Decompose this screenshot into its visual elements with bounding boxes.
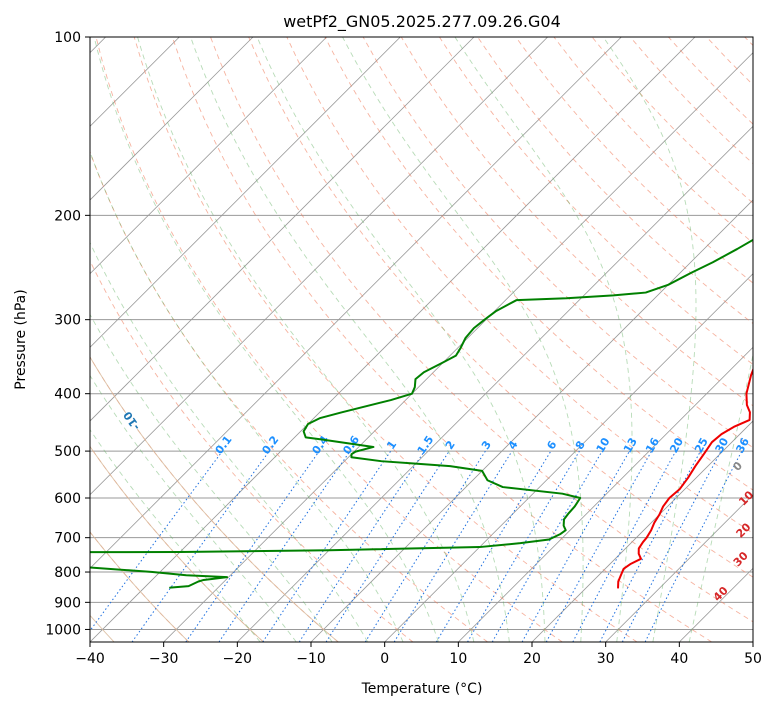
dewpoint-profile-line [90,238,753,589]
isotherm-line [90,37,401,348]
x-tick-label: 40 [670,651,688,667]
isotherm-line [458,346,753,642]
dry-adiabat-line [248,37,753,578]
x-tick-label: 20 [523,651,541,667]
mixing-ratio-line [393,450,513,642]
profiles [90,238,753,589]
dry-label-bg [120,409,143,433]
y-tick-label: 900 [54,595,81,611]
mixing-ratio-label: 36 [733,435,752,455]
isotherm-line [90,37,548,496]
y-tick-label: 300 [54,313,81,329]
moist-adiabat-line [90,241,369,642]
mixing-ratio-line [298,450,425,642]
moist-adiabat-line [137,37,475,642]
dry-adiabat-line [133,37,638,642]
plot-frame [89,36,754,643]
mixing-ratio-line [131,450,270,642]
isotherm-line [531,420,753,642]
y-tick-label: 700 [54,531,81,547]
y-tick-label: 600 [54,491,81,507]
curved-adiabat-line [90,531,190,642]
mixing-ratio-line [325,450,450,642]
isotherm-line [605,494,753,642]
dry-adiabat-line [95,37,563,642]
y-tick-label: 200 [54,208,81,224]
mixing-ratio-line [218,450,351,642]
dry-adiabat-line [210,37,753,623]
chart-title: wetPf2_GN05.2025.277.09.26.G04 [283,12,561,32]
mixing-ratio-line [521,450,630,642]
isotherm-line [90,37,475,422]
background-lines [90,37,753,642]
isotherm-line [163,52,753,642]
moist-adiabat-line [256,37,546,642]
curved-adiabat-line [90,356,339,642]
x-tick-label: 50 [744,651,762,667]
dry-adiabat-line [400,37,753,407]
moist-adiabat-line [90,428,261,642]
dry-adiabat-line [90,259,414,642]
dry-adiabat-line [286,37,753,534]
moist-adiabat-line [342,37,584,642]
isotherm-line [237,125,753,642]
y-axis-label: Pressure (hPa) [13,289,29,389]
axis-ticks: −40 −30 −20 −10 0 10 20 30 40 50 100 200 300 400 500 60… [45,30,762,667]
x-tick-label: −40 [75,651,105,667]
dry-adiabat-line [515,37,753,284]
moist-adiabat-line [602,37,697,642]
x-tick-label: 0 [380,651,389,667]
y-tick-label: 800 [54,565,81,581]
y-tick-label: 100 [54,30,81,46]
mixing-ratio-line [262,450,392,642]
temperature-profile-line [617,367,753,589]
dry-adiabat-line [439,37,753,365]
isotherm-line [90,37,254,201]
x-tick-label: −10 [296,651,326,667]
x-tick-label: −20 [223,651,253,667]
x-tick-label: −30 [149,651,179,667]
dry-adiabat-line [171,37,712,642]
curved-adiabat-line [90,445,264,642]
x-tick-label: 10 [449,651,467,667]
y-tick-label: 400 [54,387,81,403]
mixing-ratio-line [185,450,320,642]
isotherm-line [90,37,696,642]
isotherm-line [90,37,622,569]
moist-adiabat-line [90,374,297,642]
y-tick-label: 1000 [45,622,81,638]
isotherm-line [384,273,753,642]
mixing-ratio-line [90,450,223,632]
x-axis-label: Temperature (°C) [361,681,483,697]
dry-adiabat-line [90,150,488,642]
isotherm-line [90,37,327,275]
x-tick-label: 30 [597,651,615,667]
mixing-ratio-line [545,450,653,642]
mixing-ratio-line [644,450,743,642]
moist-adiabat-line [93,37,439,642]
y-tick-label: 500 [54,444,81,460]
mixing-ratio-line [572,450,677,642]
moist-adiabat-line [90,150,404,642]
